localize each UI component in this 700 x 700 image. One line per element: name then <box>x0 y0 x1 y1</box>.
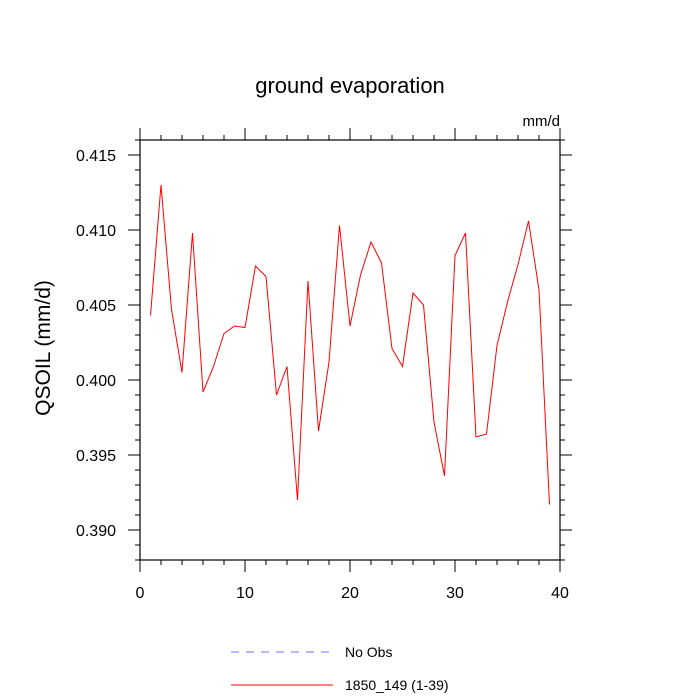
plot-frame <box>139 139 561 561</box>
y-tick-label: 0.395 <box>76 448 116 465</box>
y-axis-label: QSOIL (mm/d) <box>32 280 55 416</box>
y-tick-label: 0.415 <box>76 148 116 165</box>
axis-ticks <box>128 128 572 572</box>
y-tick-label: 0.405 <box>76 298 116 315</box>
x-tick-labels: 0 10 20 30 40 <box>136 585 569 602</box>
data-series <box>150 184 550 505</box>
x-tick-label: 30 <box>446 585 464 602</box>
x-tick-label: 10 <box>236 585 254 602</box>
legend-label: 1850_149 (1-39) <box>345 677 449 693</box>
series-line <box>150 184 550 505</box>
y-tick-labels: 0.390 0.395 0.400 0.405 0.410 0.415 <box>76 148 116 540</box>
y-tick-label: 0.410 <box>76 223 116 240</box>
x-tick-label: 20 <box>341 585 359 602</box>
y-tick-label: 0.400 <box>76 373 116 390</box>
x-tick-label: 40 <box>551 585 569 602</box>
chart-title: ground evaporation <box>255 73 445 98</box>
y-tick-label: 0.390 <box>76 523 116 540</box>
units-label: mm/d <box>523 113 561 130</box>
x-tick-label: 0 <box>136 585 145 602</box>
legend: No Obs 1850_149 (1-39) <box>231 644 449 693</box>
legend-label: No Obs <box>345 644 392 660</box>
